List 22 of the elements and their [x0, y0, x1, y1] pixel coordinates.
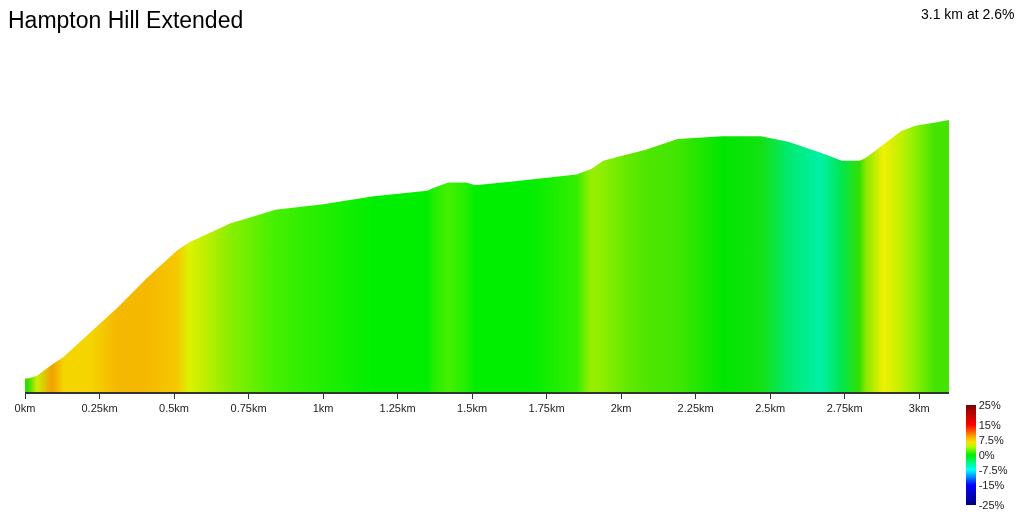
- x-tick-label: 1.5km: [457, 402, 488, 415]
- x-tick-label: 0km: [14, 402, 36, 415]
- color-bar-label: -7.5%: [978, 463, 1008, 476]
- color-bar-label: -25%: [978, 498, 1005, 511]
- x-tick-label: 1.75km: [528, 402, 565, 415]
- color-bar-label: 15%: [978, 418, 1001, 431]
- x-tick-label: 2.75km: [826, 402, 863, 415]
- x-tick-label: 1km: [312, 402, 334, 415]
- color-bar-label: 7.5%: [978, 433, 1004, 446]
- color-bar-label: 0%: [978, 448, 995, 461]
- x-tick-label: 0.25km: [81, 402, 118, 415]
- x-tick-label: 2.25km: [677, 402, 714, 415]
- x-tick-label: 2.5km: [755, 402, 786, 415]
- color-bar-label: 25%: [978, 398, 1001, 411]
- x-tick-label: 1.25km: [379, 402, 416, 415]
- x-tick-label: 0.5km: [159, 402, 190, 415]
- color-bar-label: -15%: [978, 478, 1005, 491]
- x-tick-label: 2km: [610, 402, 632, 415]
- x-tick-label: 0.75km: [230, 402, 267, 415]
- x-tick-label: 3km: [908, 402, 930, 415]
- chart-title: Hampton Hill Extended: [8, 7, 244, 34]
- text: 3.1 km at 2.6%: [921, 6, 1015, 22]
